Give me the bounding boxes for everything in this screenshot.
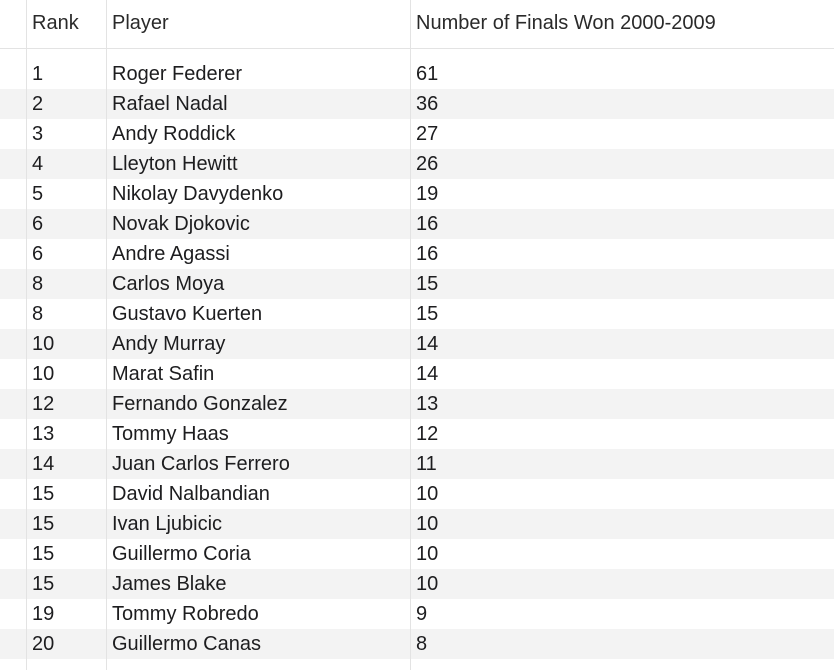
rank-cell: 4	[32, 153, 44, 175]
table-row[interactable]: 19 Tommy Robredo 9	[0, 599, 834, 629]
player-cell: Rafael Nadal	[112, 93, 228, 115]
player-cell: Nikolay Davydenko	[112, 183, 284, 205]
table-row[interactable]: 2 Rafael Nadal 36	[0, 89, 834, 119]
table-row[interactable]: 3 Andy Roddick 27	[0, 119, 834, 149]
finals-cell: 10	[416, 543, 439, 565]
finals-cell: 19	[416, 183, 439, 205]
table-row[interactable]: 8 Gustavo Kuerten 15	[0, 299, 834, 329]
rank-cell: 2	[32, 93, 44, 115]
rank-cell: 20	[32, 633, 55, 655]
table-row[interactable]: 1 Roger Federer 61	[0, 59, 834, 89]
rank-cell: 5	[32, 183, 44, 205]
column-header-rank[interactable]: Rank	[32, 12, 79, 34]
player-cell: Lleyton Hewitt	[112, 153, 238, 175]
player-cell: Roger Federer	[112, 63, 243, 85]
table-row[interactable]: 10 Marat Safin 14	[0, 359, 834, 389]
column-divider	[106, 0, 107, 670]
player-cell: Tommy Robredo	[112, 603, 259, 625]
column-divider	[410, 0, 411, 670]
table-row[interactable]: 15 David Nalbandian 10	[0, 479, 834, 509]
table-row[interactable]: 12 Fernando Gonzalez 13	[0, 389, 834, 419]
column-header-player[interactable]: Player	[112, 12, 169, 34]
column-header-finals[interactable]: Number of Finals Won 2000-2009	[416, 12, 716, 34]
player-cell: Tommy Haas	[112, 423, 229, 445]
rank-cell: 8	[32, 303, 44, 325]
player-cell: Guillermo Coria	[112, 543, 251, 565]
player-cell: James Blake	[112, 573, 227, 595]
rank-cell: 3	[32, 123, 44, 145]
table-row[interactable]: 15 James Blake 10	[0, 569, 834, 599]
rank-cell: 15	[32, 543, 55, 565]
rank-cell: 12	[32, 393, 55, 415]
rank-cell: 8	[32, 273, 44, 295]
finals-cell: 8	[416, 633, 428, 655]
finals-cell: 10	[416, 483, 439, 505]
finals-cell: 14	[416, 333, 439, 355]
player-cell: Andre Agassi	[112, 243, 230, 265]
player-cell: Novak Djokovic	[112, 213, 250, 235]
table-row[interactable]: 14 Juan Carlos Ferrero 11	[0, 449, 834, 479]
table-row[interactable]: 15 Guillermo Coria 10	[0, 539, 834, 569]
player-cell: Ivan Ljubicic	[112, 513, 223, 535]
table-row[interactable]: 10 Andy Murray 14	[0, 329, 834, 359]
table-row[interactable]: 4 Lleyton Hewitt 26	[0, 149, 834, 179]
rank-cell: 14	[32, 453, 55, 475]
player-cell: Gustavo Kuerten	[112, 303, 263, 325]
rank-cell: 6	[32, 243, 44, 265]
finals-cell: 12	[416, 423, 439, 445]
table-row[interactable]: 20 Guillermo Canas 8	[0, 629, 834, 659]
table-row[interactable]: 6 Novak Djokovic 16	[0, 209, 834, 239]
finals-cell: 16	[416, 243, 439, 265]
column-divider	[26, 0, 27, 670]
finals-cell: 10	[416, 513, 439, 535]
table-row[interactable]: 8 Carlos Moya 15	[0, 269, 834, 299]
finals-cell: 61	[416, 63, 439, 85]
finals-cell: 36	[416, 93, 439, 115]
finals-cell: 27	[416, 123, 439, 145]
rank-cell: 1	[32, 63, 44, 85]
table-row[interactable]: 5 Nikolay Davydenko 19	[0, 179, 834, 209]
finals-cell: 11	[416, 453, 437, 475]
rank-cell: 15	[32, 573, 55, 595]
finals-cell: 15	[416, 303, 439, 325]
player-cell: Andy Roddick	[112, 123, 236, 145]
rank-cell: 19	[32, 603, 55, 625]
player-cell: Juan Carlos Ferrero	[112, 453, 290, 475]
table-row[interactable]: 6 Andre Agassi 16	[0, 239, 834, 269]
finals-cell: 15	[416, 273, 439, 295]
table-body: 1 Roger Federer 61 2 Rafael Nadal 36 3 Andy Rod…	[0, 59, 834, 659]
finals-cell: 26	[416, 153, 439, 175]
player-cell: David Nalbandian	[112, 483, 270, 505]
rank-cell: 15	[32, 513, 55, 535]
player-cell: Guillermo Canas	[112, 633, 261, 655]
finals-cell: 10	[416, 573, 439, 595]
rank-cell: 10	[32, 363, 55, 385]
player-cell: Fernando Gonzalez	[112, 393, 288, 415]
rank-cell: 6	[32, 213, 44, 235]
finals-cell: 14	[416, 363, 439, 385]
finals-cell: 9	[416, 603, 428, 625]
table-row[interactable]: 15 Ivan Ljubicic 10	[0, 509, 834, 539]
finals-cell: 13	[416, 393, 439, 415]
player-cell: Carlos Moya	[112, 273, 225, 295]
player-cell: Andy Murray	[112, 333, 226, 355]
player-cell: Marat Safin	[112, 363, 215, 385]
finals-cell: 16	[416, 213, 439, 235]
rank-cell: 15	[32, 483, 55, 505]
rank-cell: 13	[32, 423, 55, 445]
table-row[interactable]: 13 Tommy Haas 12	[0, 419, 834, 449]
rank-cell: 10	[32, 333, 55, 355]
table-header: Rank Player Number of Finals Won 2000-20…	[0, 0, 834, 49]
